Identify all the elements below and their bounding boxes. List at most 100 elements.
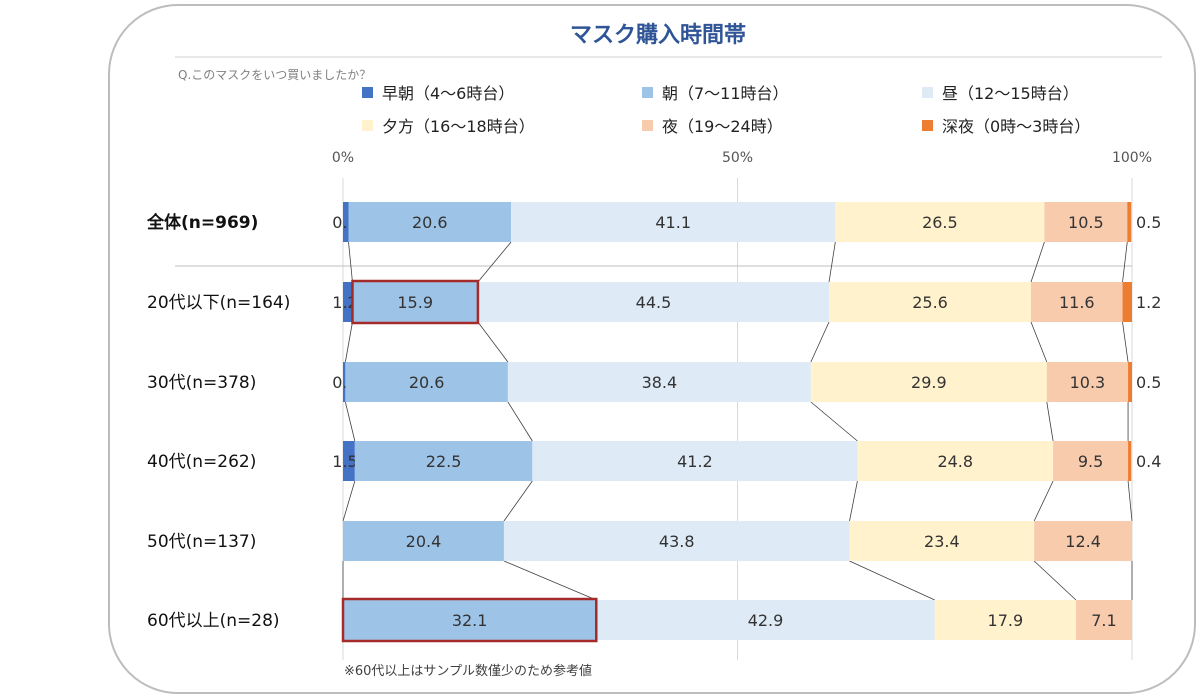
data-label: 22.5: [426, 452, 462, 471]
data-label: 9.5: [1078, 452, 1103, 471]
category-label: 40代(n=262): [147, 452, 256, 472]
data-label: 20.6: [409, 373, 445, 392]
category-label: 30代(n=378): [147, 373, 256, 393]
connector-line: [503, 480, 533, 522]
legend-swatch: [362, 120, 373, 131]
question-text: Q.このマスクをいつ買いましたか？: [178, 68, 371, 82]
bar-segment: [477, 282, 830, 322]
data-label: 15.9: [397, 293, 433, 312]
legend-swatch: [922, 120, 933, 131]
highlight-box: [351, 279, 480, 325]
x-axis-ticks: 0% 50% 100%: [332, 150, 1152, 166]
bar-segment: [857, 441, 1054, 481]
connector-line: [849, 560, 935, 601]
connector-line: [507, 401, 533, 442]
data-label: 7.1: [1091, 611, 1116, 630]
bar-segment: [1122, 282, 1132, 322]
bar-segment: [345, 362, 508, 402]
connector-line: [344, 401, 356, 442]
data-label: 43.8: [659, 532, 695, 551]
data-label: 42.9: [748, 611, 784, 630]
legend-label: 朝（7～11時台）: [662, 84, 789, 103]
bar-segment: [503, 521, 850, 561]
bar-segment: [343, 362, 346, 402]
connector-line: [849, 480, 858, 522]
bar-segment: [829, 282, 1032, 322]
data-label: 44.5: [636, 293, 672, 312]
connector-line: [344, 321, 353, 363]
x-tick-label: 50%: [722, 150, 753, 166]
bar-segment: [352, 282, 478, 322]
bar-segment: [835, 202, 1045, 242]
legend-label: 夕方（16～18時台）: [382, 117, 535, 136]
bar-segment: [354, 441, 533, 481]
data-label: 0.4: [1136, 452, 1161, 471]
data-label: 0.5: [1136, 373, 1161, 392]
gridlines: [175, 178, 1133, 660]
data-label: 25.6: [912, 293, 948, 312]
data-label: 11.6: [1059, 293, 1095, 312]
data-label: 23.4: [924, 532, 960, 551]
data-label: 38.4: [642, 373, 678, 392]
connector-line: [1127, 480, 1133, 522]
data-label: 20.4: [406, 532, 442, 551]
legend-label: 昼（12～15時台）: [942, 84, 1079, 103]
bar-segment: [511, 202, 836, 242]
data-label: 41.1: [655, 213, 691, 232]
bar-segment: [343, 202, 349, 242]
chart-frame: [108, 4, 1196, 694]
bar-segment: [532, 441, 858, 481]
connector-line: [1030, 321, 1048, 363]
category-labels: 全体(n=969) 20代以下(n=164) 30代(n=378) 40代(n=262…: [146, 212, 290, 631]
bar-segment: [343, 282, 353, 322]
highlight-box: [341, 597, 598, 643]
data-label: 26.5: [922, 213, 958, 232]
bar-segment: [343, 521, 504, 561]
connector-line: [1046, 401, 1054, 442]
connector-line: [810, 401, 858, 442]
bar-segment: [1128, 441, 1132, 481]
data-label: 32.1: [452, 611, 488, 630]
data-label: 29.9: [911, 373, 947, 392]
category-label: 60代以上(n=28): [147, 611, 280, 631]
category-label: 全体(n=969): [146, 212, 258, 233]
bar-segment: [348, 202, 512, 242]
connector-line: [503, 560, 597, 601]
bar-segment: [1128, 362, 1132, 402]
connector-line: [1122, 321, 1129, 363]
x-tick-label: 100%: [1112, 150, 1152, 166]
data-label: 1.5: [332, 452, 357, 471]
bar-segment: [1034, 521, 1132, 561]
connector-line: [810, 321, 830, 363]
legend-label: 夜（19～24時）: [662, 117, 783, 136]
bar-segment: [810, 362, 1047, 402]
connector-line: [1033, 480, 1054, 522]
data-label: 41.2: [677, 452, 713, 471]
category-label: 20代以下(n=164): [147, 293, 290, 313]
category-label: 50代(n=137): [147, 532, 256, 552]
bar-segment: [934, 600, 1076, 640]
connector-line: [828, 241, 836, 283]
bar-segment: [596, 600, 935, 640]
data-label: 1.2: [1136, 293, 1161, 312]
bar-segment: [1044, 202, 1128, 242]
connector-line: [477, 321, 509, 363]
connector-lines: [342, 241, 1133, 601]
connector-line: [348, 241, 353, 283]
connector-line: [1033, 560, 1077, 601]
data-label: 10.5: [1068, 213, 1104, 232]
connector-line: [1122, 241, 1128, 283]
bar-segment: [343, 441, 355, 481]
legend: 早朝（4～6時台） 朝（7～11時台） 昼（12～15時台） 夕方（16～18時台） 夜…: [362, 84, 1090, 136]
legend-swatch: [642, 120, 653, 131]
bar-segment: [1031, 282, 1123, 322]
legend-swatch: [642, 87, 653, 98]
legend-label: 早朝（4～6時台）: [382, 84, 514, 103]
data-label: 20.6: [412, 213, 448, 232]
chart-title: マスク購入時間帯: [570, 22, 746, 48]
legend-swatch: [922, 87, 933, 98]
data-label: 10.3: [1070, 373, 1106, 392]
data-label: 24.8: [937, 452, 973, 471]
bar-segment: [849, 521, 1035, 561]
